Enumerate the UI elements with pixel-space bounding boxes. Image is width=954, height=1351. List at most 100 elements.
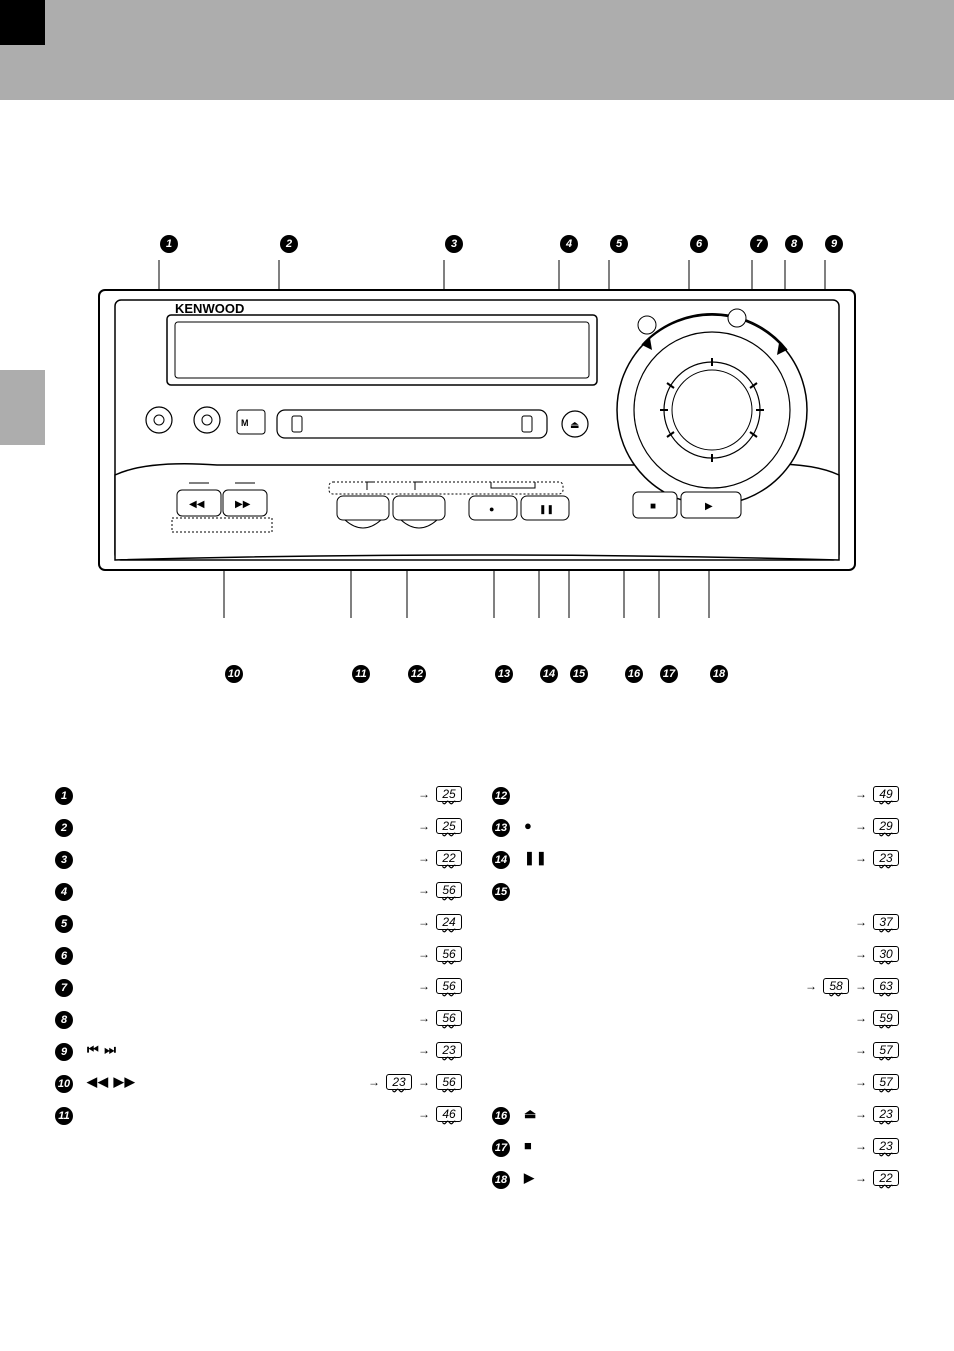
reference-section: 1→252→253→224→565→246→567→568→569⏮ ⏭→231…	[0, 720, 954, 1236]
ref-row-17: 17■→23	[492, 1132, 899, 1164]
ref-bullet: 4	[55, 883, 73, 901]
ref-row-7: 7 →56	[55, 972, 462, 1004]
page-arrow: →	[855, 1171, 867, 1185]
callout-15: 15	[570, 665, 588, 683]
ref-row-3: 3 → 22	[55, 844, 462, 876]
ref-pages: → 25	[418, 818, 462, 834]
reference-left-column: 1→252→253→224→565→246→567→568→569⏮ ⏭→231…	[55, 780, 462, 1196]
page-ref: 29	[873, 818, 899, 834]
page-ref: 57	[873, 1074, 899, 1090]
callout-12: 12	[408, 665, 426, 683]
ref-pages: →23	[418, 1042, 462, 1058]
ref-bullet: 11	[55, 1107, 73, 1125]
ref-pages: → 29	[855, 818, 899, 834]
ref-pages: →23	[855, 1138, 899, 1154]
svg-text:◀◀: ◀◀	[189, 499, 205, 510]
page-ref: 58	[823, 978, 849, 994]
ref-bullet: 1	[55, 787, 73, 805]
ref-symbol: ▶	[524, 1170, 574, 1186]
ref-row-12: 12 → 49	[492, 780, 899, 812]
ref-row-13: 13 ● → 29	[492, 812, 899, 844]
ref-row-5: 5 → 24	[55, 908, 462, 940]
ref-pages: → 49	[855, 786, 899, 802]
page-arrow: →	[418, 915, 430, 929]
device-illustration: KENWOOD M ⏏	[0, 100, 954, 680]
ref-subrow: → 59	[492, 1004, 899, 1036]
ref-row-4: 4 →56	[55, 876, 462, 908]
ref-row-10: 10◀◀ ▶▶→23→56	[55, 1068, 462, 1100]
page-arrow: →	[418, 1011, 430, 1025]
ref-symbol: ◀◀ ▶▶	[87, 1074, 137, 1090]
page-ref: 57	[873, 1042, 899, 1058]
ref-row-8: 8 → 56	[55, 1004, 462, 1036]
ref-row-15: 15	[492, 876, 899, 908]
ref-symbol: ⏏	[524, 1106, 574, 1122]
page-arrow: →	[855, 1075, 867, 1089]
callout-17: 17	[660, 665, 678, 683]
page-ref: 22	[436, 850, 462, 866]
ref-pages: →23→56	[368, 1074, 462, 1090]
callout-18: 18	[710, 665, 728, 683]
reference-right-column: 12→4913●→2914❚❚→2315→37→30→58→63→59→57→5…	[492, 780, 899, 1196]
page-arrow: →	[418, 1075, 430, 1089]
ref-row-2: 2→25	[55, 812, 462, 844]
svg-text:■: ■	[650, 501, 656, 512]
page-ref: 56	[436, 1074, 462, 1090]
ref-bullet: 8	[55, 1011, 73, 1029]
page-arrow: →	[855, 979, 867, 993]
ref-pages: →46	[418, 1106, 462, 1122]
ref-pages: →56	[418, 978, 462, 994]
ref-pages: → 24	[418, 914, 462, 930]
ref-bullet: 7	[55, 979, 73, 997]
page-arrow: →	[418, 819, 430, 833]
page-ref: 46	[436, 1106, 462, 1122]
ref-symbol: ⏮ ⏭	[87, 1042, 137, 1058]
page-ref: 24	[436, 914, 462, 930]
page-ref: 63	[873, 978, 899, 994]
ref-symbol: ●	[524, 818, 574, 833]
ref-bullet: 6	[55, 947, 73, 965]
ref-bullet: 3	[55, 851, 73, 869]
page-ref: 59	[873, 1010, 899, 1026]
ref-bullet: 13	[492, 819, 510, 837]
ref-pages: →56	[418, 946, 462, 962]
ref-pages: →56	[418, 882, 462, 898]
ref-pages: →23	[855, 850, 899, 866]
svg-text:▶: ▶	[705, 501, 713, 512]
ref-subrow: → 58 → 63	[492, 972, 899, 1004]
page-arrow: →	[418, 851, 430, 865]
page-arrow: →	[855, 1011, 867, 1025]
page-arrow: →	[855, 787, 867, 801]
page-ref: 23	[873, 850, 899, 866]
page-arrow: →	[855, 819, 867, 833]
page-arrow: →	[855, 1139, 867, 1153]
ref-pages: →25	[418, 786, 462, 802]
ref-bullet: 18	[492, 1171, 510, 1189]
svg-text:❚❚: ❚❚	[539, 504, 554, 515]
svg-text:▶▶: ▶▶	[235, 499, 251, 510]
callout-10: 10	[225, 665, 243, 683]
page-arrow: →	[805, 979, 817, 993]
page-arrow: →	[855, 1107, 867, 1121]
header-bar	[0, 0, 954, 100]
brand-text: KENWOOD	[175, 301, 244, 316]
ref-pages: → 23	[855, 1106, 899, 1122]
ref-bullet: 12	[492, 787, 510, 805]
page-arrow: →	[418, 1043, 430, 1057]
page-ref: 49	[873, 786, 899, 802]
ref-bullet: 15	[492, 883, 510, 901]
page-ref: 25	[436, 818, 462, 834]
ref-bullet: 16	[492, 1107, 510, 1125]
ref-row-6: 6 →56	[55, 940, 462, 972]
page-ref: 56	[436, 1010, 462, 1026]
page-ref: 37	[873, 914, 899, 930]
page-ref: 30	[873, 946, 899, 962]
ref-pages: → 56	[418, 1010, 462, 1026]
corner-tab	[0, 0, 45, 45]
page-ref: 23	[873, 1106, 899, 1122]
svg-text:M: M	[241, 418, 249, 428]
page-ref: 56	[436, 882, 462, 898]
page-arrow: →	[855, 947, 867, 961]
ref-row-18: 18▶→22	[492, 1164, 899, 1196]
ref-bullet: 5	[55, 915, 73, 933]
